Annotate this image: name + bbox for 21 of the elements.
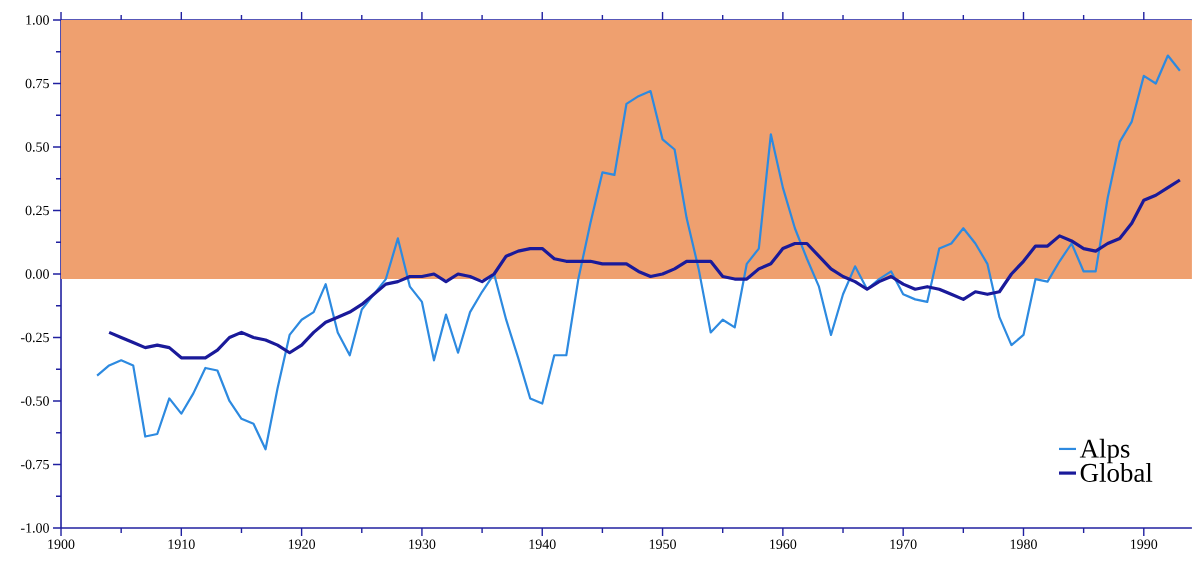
y-tick-label: 0.00	[25, 269, 49, 279]
y-tick-label: 0.25	[25, 205, 49, 216]
x-tick-label: 1910	[168, 539, 195, 549]
y-tick-label: 1.00	[26, 15, 49, 25]
y-tick-label: -0.75	[20, 459, 49, 470]
x-tick-label: 1990	[1131, 539, 1158, 549]
y-tick-label: -0.25	[20, 332, 49, 343]
y-tick-label: 0.50	[25, 142, 49, 152]
x-tick-label: 1960	[770, 539, 797, 549]
x-tick-label: 1980	[1010, 539, 1037, 549]
y-tick-label: -1.00	[20, 523, 49, 533]
x-tick-label: 1920	[288, 539, 316, 549]
x-tick-label: 1970	[890, 539, 917, 549]
y-tick-label: -0.50	[20, 396, 49, 406]
legend-label: Global	[1080, 462, 1153, 482]
x-tick-label: 1950	[649, 539, 676, 549]
x-tick-label: 1900	[48, 539, 75, 549]
x-tick-label: 1940	[529, 539, 556, 549]
x-tick-label: 1930	[409, 539, 436, 549]
legend-label: Alps	[1079, 438, 1130, 464]
y-tick-label: 0.75	[25, 78, 49, 89]
